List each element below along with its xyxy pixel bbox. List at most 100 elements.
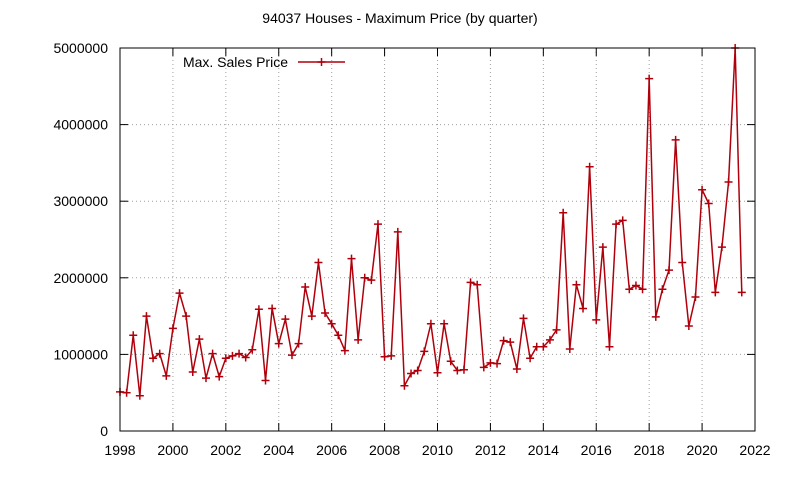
data-point	[479, 363, 488, 372]
data-point	[711, 288, 720, 297]
data-point	[724, 178, 733, 187]
data-point	[334, 331, 343, 340]
x-tick-label: 2018	[634, 442, 665, 458]
y-tick-label: 2000000	[53, 270, 108, 286]
data-point	[605, 342, 614, 351]
data-point	[545, 335, 554, 344]
data-point	[539, 342, 548, 351]
data-point	[512, 364, 521, 373]
data-point	[268, 304, 277, 313]
x-axis: 1998 2000 2002 2004 2006 2008 2010 2012 2014 2016…	[104, 48, 771, 458]
data-point	[651, 312, 660, 321]
y-tick-label: 1000000	[53, 346, 108, 362]
x-tick-label: 2014	[528, 442, 559, 458]
data-point	[129, 331, 138, 340]
data-point	[592, 315, 601, 324]
series-layer	[116, 44, 746, 400]
data-point	[188, 368, 197, 377]
x-tick-label: 1998	[104, 442, 135, 458]
data-point	[162, 371, 171, 380]
legend-marker-cross	[317, 58, 326, 66]
data-point	[274, 339, 283, 348]
data-point	[208, 349, 217, 358]
data-point	[466, 278, 475, 287]
data-point	[321, 309, 330, 318]
data-point	[565, 345, 574, 354]
data-point	[519, 314, 528, 323]
y-tick-label: 3000000	[53, 193, 108, 209]
x-tick-label: 2006	[316, 442, 347, 458]
data-point	[301, 282, 310, 291]
data-point	[287, 351, 296, 360]
x-tick-label: 2020	[687, 442, 718, 458]
data-point	[281, 315, 290, 324]
data-point	[254, 305, 263, 314]
data-point	[506, 338, 515, 347]
data-point	[201, 374, 210, 383]
data-point	[665, 266, 674, 275]
data-point	[631, 281, 640, 290]
data-point	[182, 312, 191, 321]
x-tick-label: 2004	[263, 442, 294, 458]
x-tick-label: 2002	[210, 442, 241, 458]
data-point	[499, 336, 508, 345]
data-point	[420, 347, 429, 356]
data-point	[400, 381, 409, 390]
data-point	[142, 312, 151, 321]
data-point	[155, 349, 164, 358]
x-tick-label: 2012	[475, 442, 506, 458]
data-point	[347, 254, 356, 263]
data-point	[678, 258, 687, 267]
data-point	[645, 74, 654, 83]
y-axis: 0 1000000 2000000 3000000 4000000 5000000	[53, 40, 755, 439]
data-point	[572, 280, 581, 289]
data-point	[618, 216, 627, 225]
legend-label: Max. Sales Price	[183, 54, 288, 70]
data-point	[380, 352, 389, 361]
data-point	[486, 358, 495, 367]
x-tick-label: 2022	[739, 442, 770, 458]
x-tick-label: 2016	[581, 442, 612, 458]
data-point	[691, 292, 700, 301]
data-point	[235, 349, 244, 358]
x-tick-label: 2008	[369, 442, 400, 458]
data-point	[168, 324, 177, 333]
data-point	[704, 199, 713, 208]
x-tick-label: 2000	[157, 442, 188, 458]
data-point	[195, 335, 204, 344]
legend-marker	[317, 58, 326, 66]
data-point	[122, 388, 131, 397]
data-point	[327, 319, 336, 328]
data-point	[473, 280, 482, 289]
data-point	[149, 354, 158, 363]
legend: Max. Sales Price	[183, 54, 345, 70]
data-point	[579, 304, 588, 313]
data-point	[221, 354, 230, 363]
data-point	[658, 285, 667, 294]
data-point	[413, 366, 422, 375]
data-point	[248, 345, 257, 354]
data-point	[440, 319, 449, 328]
data-point	[294, 339, 303, 348]
data-point	[526, 354, 535, 363]
data-point	[446, 357, 455, 366]
y-tick-label: 0	[100, 423, 108, 439]
data-point	[261, 376, 270, 385]
data-point	[698, 185, 707, 194]
data-point	[407, 369, 416, 378]
data-point	[367, 276, 376, 285]
data-point	[585, 162, 594, 171]
data-point	[307, 312, 316, 321]
data-point	[559, 208, 568, 217]
data-point	[737, 288, 746, 297]
data-point	[426, 319, 435, 328]
data-point	[354, 335, 363, 344]
chart-title: 94037 Houses - Maximum Price (by quarter…	[262, 10, 537, 26]
data-point	[340, 346, 349, 355]
plot-frame	[119, 47, 756, 432]
data-point	[625, 285, 634, 294]
data-point	[717, 243, 726, 252]
data-point	[493, 359, 502, 368]
